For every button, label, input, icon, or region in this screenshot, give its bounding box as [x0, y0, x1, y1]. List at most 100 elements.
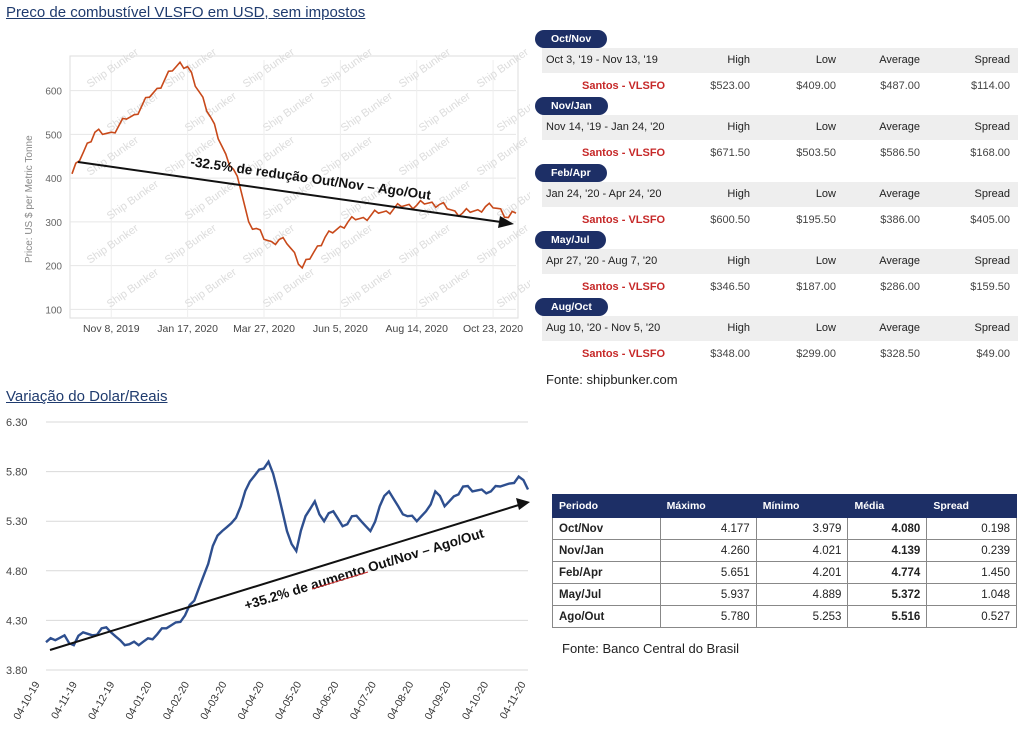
fx-period: Feb/Apr — [552, 561, 661, 584]
fuel-x-tick-label: Mar 27, 2020 — [233, 323, 295, 335]
fx-y-tick-label: 4.80 — [6, 566, 27, 578]
fx-period: Nov/Jan — [552, 539, 661, 562]
high-header: High — [727, 188, 750, 200]
fuel-x-tick-label: Oct 23, 2020 — [463, 323, 523, 335]
fx-spread: 0.239 — [926, 539, 1017, 562]
fx-trend-arrowhead — [516, 498, 530, 510]
fuel-name: Santos - VLSFO — [582, 348, 666, 360]
average-value: $286.00 — [880, 281, 920, 293]
period-range: Oct 3, '19 - Nov 13, '19 — [546, 54, 658, 66]
price-value-row: Santos - VLSFO $346.50 $187.00 $286.00 $… — [542, 276, 1018, 298]
fx-x-tick-label: 04-08-20 — [385, 679, 416, 722]
fuel-y-axis-label: Price: US $ per Metric Tonne — [24, 135, 35, 263]
fx-table: Periodo Máximo Mínimo Média Spread Oct/N… — [552, 494, 1017, 628]
spread-value: $114.00 — [971, 80, 1010, 92]
fx-avg: 4.774 — [847, 561, 928, 584]
fuel-chart-title: Preco de combustível VLSFO em USD, sem i… — [6, 4, 366, 21]
fx-x-tick-label: 04-10-19 — [11, 679, 42, 722]
fx-table-row: Ago/Out 5.780 5.253 5.516 0.527 — [552, 605, 1017, 628]
period-pill: Nov/Jan — [535, 97, 608, 115]
fuel-name: Santos - VLSFO — [582, 147, 666, 159]
low-header: Low — [815, 255, 836, 267]
fx-chart-title: Variação do Dolar/Reais — [6, 388, 168, 405]
price-value-row: Santos - VLSFO $671.50 $503.50 $586.50 $… — [542, 142, 1018, 164]
price-value-row: Santos - VLSFO $600.50 $195.50 $386.00 $… — [542, 209, 1018, 231]
high-value: $600.50 — [710, 214, 750, 226]
fx-spread: 0.527 — [926, 605, 1017, 628]
period-range: Aug 10, '20 - Nov 5, '20 — [546, 322, 661, 334]
fx-max: 4.260 — [659, 539, 757, 562]
fx-header-avg: Média — [847, 494, 928, 518]
fuel-trend-arrow — [77, 161, 509, 224]
fx-table-row: May/Jul 5.937 4.889 5.372 1.048 — [552, 583, 1017, 606]
fx-table-source: Fonte: Banco Central do Brasil — [562, 641, 740, 656]
low-value: $195.50 — [796, 214, 836, 226]
fuel-price-series — [71, 60, 517, 270]
fx-rate-chart: 3.80 4.30 4.80 5.30 5.80 6.30 04-10-19 04-11-1… — [6, 417, 530, 722]
fuel-x-tick-label: Jun 5, 2020 — [313, 323, 368, 335]
fx-y-tick-label: 5.80 — [6, 467, 27, 479]
fx-avg: 4.139 — [847, 539, 928, 562]
fx-x-tick-label: 04-01-20 — [123, 679, 154, 722]
fuel-y-tick-label: 300 — [45, 218, 62, 229]
low-value: $409.00 — [796, 80, 836, 92]
fx-avg: 5.516 — [847, 605, 928, 628]
fx-max: 5.937 — [659, 583, 757, 606]
fx-annotation-underline — [311, 571, 369, 590]
period-pill: May/Jul — [535, 231, 606, 249]
average-header: Average — [879, 322, 920, 334]
low-value: $187.00 — [796, 281, 836, 293]
low-header: Low — [815, 188, 836, 200]
price-header-row: Apr 27, '20 - Aug 7, '20 High Low Averag… — [542, 249, 1018, 274]
fx-x-tick-label: 04-09-20 — [422, 679, 453, 722]
average-value: $386.00 — [880, 214, 920, 226]
high-value: $523.00 — [710, 80, 750, 92]
high-header: High — [727, 54, 750, 66]
fuel-y-tick-label: 500 — [45, 130, 62, 141]
fx-table-row: Oct/Nov 4.177 3.979 4.080 0.198 — [552, 517, 1017, 540]
fx-max: 5.780 — [659, 605, 757, 628]
spread-header: Spread — [974, 121, 1010, 133]
fx-x-tick-label: 04-12-19 — [86, 679, 117, 722]
average-value: $487.00 — [880, 80, 920, 92]
fuel-name: Santos - VLSFO — [582, 214, 666, 226]
fx-x-tick-label: 04-06-20 — [310, 679, 341, 722]
fx-max: 5.651 — [659, 561, 757, 584]
fx-min: 4.021 — [755, 539, 849, 562]
fx-period: Ago/Out — [552, 605, 661, 628]
price-header-row: Jan 24, '20 - Apr 24, '20 High Low Avera… — [542, 182, 1018, 207]
fuel-x-tick-label: Jan 17, 2020 — [157, 323, 218, 335]
fx-spread: 1.048 — [926, 583, 1017, 606]
high-header: High — [727, 255, 750, 267]
fx-x-tick-label: 04-07-20 — [348, 679, 379, 722]
fuel-x-tick-label: Nov 8, 2019 — [83, 323, 140, 335]
spread-header: Spread — [974, 255, 1010, 267]
fx-table-row: Nov/Jan 4.260 4.021 4.139 0.239 — [552, 539, 1017, 562]
spread-value: $49.00 — [976, 348, 1010, 360]
high-value: $346.50 — [710, 281, 750, 293]
fx-min: 4.201 — [755, 561, 849, 584]
price-header-row: Aug 10, '20 - Nov 5, '20 High Low Averag… — [542, 316, 1018, 341]
period-range: Apr 27, '20 - Aug 7, '20 — [546, 255, 658, 267]
fx-table-row: Feb/Apr 5.651 4.201 4.774 1.450 — [552, 561, 1017, 584]
fuel-name: Santos - VLSFO — [582, 80, 666, 92]
price-block: Feb/Apr Jan 24, '20 - Apr 24, '20 High L… — [535, 164, 1018, 231]
fx-avg: 5.372 — [847, 583, 928, 606]
spread-header: Spread — [974, 322, 1010, 334]
price-block: Oct/Nov Oct 3, '19 - Nov 13, '19 High Lo… — [535, 30, 1018, 97]
fx-y-tick-label: 6.30 — [6, 417, 27, 429]
average-value: $328.50 — [880, 348, 920, 360]
fx-x-tick-label: 04-11-19 — [49, 679, 80, 721]
fx-y-tick-label: 3.80 — [6, 665, 27, 677]
average-value: $586.50 — [880, 147, 920, 159]
fx-x-tick-label: 04-03-20 — [198, 679, 229, 722]
spread-value: $159.50 — [970, 281, 1010, 293]
fx-period: May/Jul — [552, 583, 661, 606]
fx-header-period: Periodo — [552, 494, 661, 518]
fx-max: 4.177 — [659, 517, 757, 540]
fuel-y-tick-label: 400 — [45, 174, 62, 185]
low-header: Low — [815, 322, 836, 334]
period-pill: Oct/Nov — [535, 30, 608, 48]
fuel-price-table: Oct/Nov Oct 3, '19 - Nov 13, '19 High Lo… — [535, 30, 1018, 365]
fx-header-max: Máximo — [659, 494, 757, 518]
